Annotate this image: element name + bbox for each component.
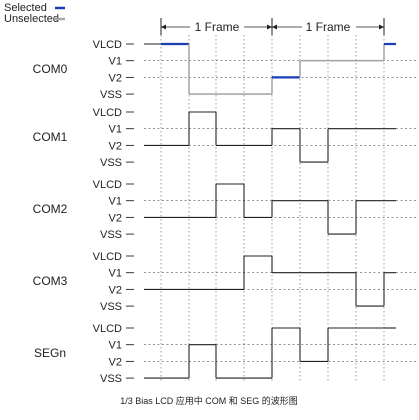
frame-label-1: 1 Frame	[195, 20, 240, 34]
signal-segn: VLCD V1 V2 VSS SEGn	[34, 323, 416, 385]
signal-com1: VLCD V1 V2 VSS COM1	[33, 107, 416, 169]
signal-name: COM2	[33, 202, 68, 216]
level-label: VLCD	[93, 39, 122, 51]
level-label: V1	[109, 56, 122, 68]
caption: 1/3 Bias LCD 应用中 COM 和 SEG 的波形图	[120, 395, 298, 406]
level-label: VLCD	[93, 323, 122, 335]
level-label: VSS	[100, 157, 122, 169]
level-label: VSS	[100, 373, 122, 385]
signal-name: COM0	[33, 62, 68, 76]
level-label: V1	[109, 268, 122, 280]
level-label: VSS	[100, 301, 122, 313]
level-label: V2	[109, 72, 122, 84]
signal-com3: VLCD V1 V2 VSS COM3	[33, 251, 416, 313]
legend-selected-label: Selected	[4, 2, 47, 14]
level-label: VSS	[100, 229, 122, 241]
level-label: V2	[109, 284, 122, 296]
level-label: VSS	[100, 89, 122, 101]
signal-name: SEGn	[34, 346, 66, 360]
level-label: VLCD	[93, 251, 122, 263]
signal-name: COM1	[33, 130, 68, 144]
legend-unselected-label: Unselected	[4, 13, 59, 25]
level-label: V2	[109, 140, 122, 152]
level-label: V1	[109, 196, 122, 208]
level-label: V1	[109, 340, 122, 352]
legend: Selected Unselected	[4, 2, 65, 25]
level-label: V2	[109, 212, 122, 224]
signal-com2: VLCD V1 V2 VSS COM2	[33, 179, 416, 241]
frame-markers: 1 Frame 1 Frame	[160, 18, 385, 35]
level-label: VLCD	[93, 107, 122, 119]
signal-name: COM3	[33, 274, 68, 288]
signals: VLCD V1 V2 VSS COM0 VLCD V1 V2 VSS COM1 VLCD V1 V2 VS…	[33, 39, 416, 385]
frame-label-2: 1 Frame	[306, 20, 351, 34]
level-label: VLCD	[93, 179, 122, 191]
level-label: V1	[109, 124, 122, 136]
level-label: V2	[109, 356, 122, 368]
signal-com0: VLCD V1 V2 VSS COM0	[33, 39, 416, 101]
